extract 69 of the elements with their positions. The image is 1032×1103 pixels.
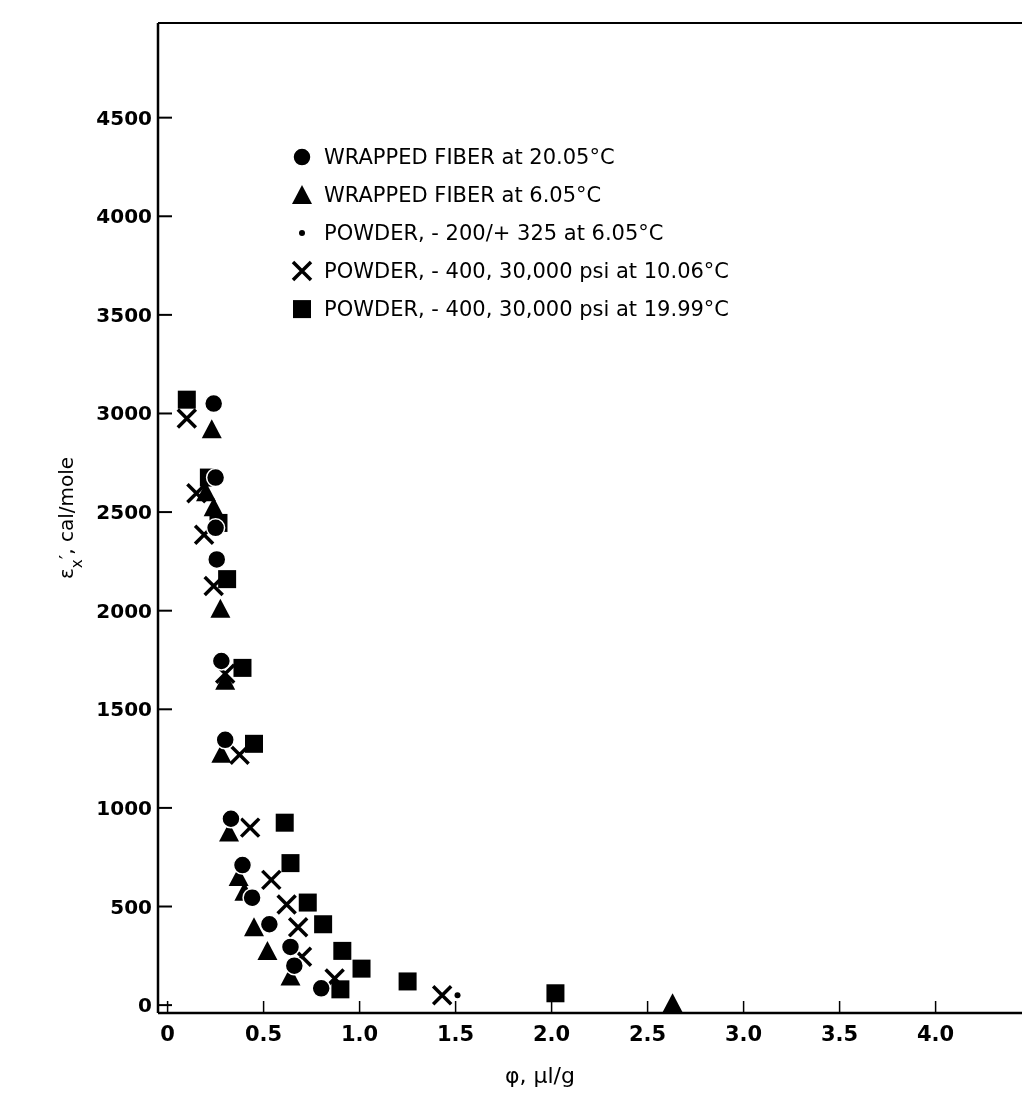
- point: [232, 855, 253, 875]
- legend-label: POWDER, - 400, 30,000 psi at 10.06°C: [324, 259, 730, 284]
- point: [185, 482, 208, 505]
- x-tick-label: 2.0: [533, 1022, 571, 1046]
- y-tick-label: 2500: [96, 500, 152, 525]
- x-tick-label: 3.5: [821, 1022, 859, 1046]
- point: [215, 670, 236, 690]
- point: [239, 816, 261, 839]
- point: [398, 972, 417, 991]
- x-tick-label: 4.0: [917, 1022, 955, 1046]
- point: [202, 575, 225, 597]
- point: [233, 658, 252, 677]
- y-tick-label: 500: [110, 894, 152, 919]
- point: [454, 992, 461, 999]
- point: [311, 978, 331, 999]
- point: [352, 959, 371, 978]
- x-tick-label: 0: [160, 1022, 175, 1046]
- x-tick-label: 1.0: [341, 1022, 379, 1046]
- y-tick-label: 1000: [96, 795, 152, 820]
- point: [228, 743, 251, 766]
- legend-label: POWDER, - 200/+ 325 at 6.05°C: [324, 221, 664, 246]
- y-tick-label: 4000: [96, 204, 152, 229]
- point: [215, 730, 235, 750]
- point: [214, 663, 236, 685]
- legend-label: WRAPPED FIBER at 20.05°C: [324, 145, 615, 170]
- legend-label: POWDER, - 400, 30,000 psi at 19.99°C: [324, 297, 730, 322]
- y-tick-label: 3000: [96, 401, 152, 426]
- point: [259, 914, 280, 935]
- point: [284, 955, 305, 976]
- y-tick-label: 1500: [96, 697, 152, 722]
- x-tick-label: 0.5: [245, 1022, 283, 1046]
- point: [218, 570, 237, 589]
- point: [207, 549, 227, 570]
- point: [203, 497, 224, 517]
- y-tick-label: 2000: [96, 598, 152, 623]
- point: [205, 518, 226, 538]
- y-tick-label: 0: [138, 993, 152, 1018]
- point: [257, 940, 278, 960]
- point: [275, 893, 298, 916]
- y-tick-label: 3500: [96, 302, 152, 327]
- x-tick-label: 1.5: [437, 1022, 475, 1046]
- point: [431, 984, 453, 1006]
- point: [298, 893, 317, 912]
- x-tick-label: 2.5: [629, 1022, 667, 1046]
- x-axis-title: φ, μl/g: [505, 1063, 575, 1088]
- point: [287, 916, 309, 938]
- point: [203, 393, 224, 414]
- x-tick-label: 3.0: [725, 1022, 763, 1046]
- point: [245, 734, 263, 753]
- point: [662, 993, 683, 1013]
- point: [275, 813, 294, 832]
- legend-label: WRAPPED FIBER at 6.05°C: [324, 183, 602, 208]
- point: [280, 937, 301, 957]
- point: [201, 419, 222, 439]
- point: [244, 917, 264, 937]
- point: [177, 390, 196, 409]
- point: [176, 407, 198, 430]
- point: [546, 984, 565, 1003]
- y-tick-label: 4500: [96, 105, 152, 130]
- point: [333, 941, 352, 960]
- point: [211, 651, 232, 671]
- point: [314, 915, 333, 934]
- point: [221, 809, 241, 829]
- point: [205, 467, 226, 488]
- point: [281, 854, 300, 873]
- point: [260, 869, 283, 891]
- point: [193, 524, 215, 546]
- point: [210, 598, 231, 618]
- point: [242, 887, 262, 908]
